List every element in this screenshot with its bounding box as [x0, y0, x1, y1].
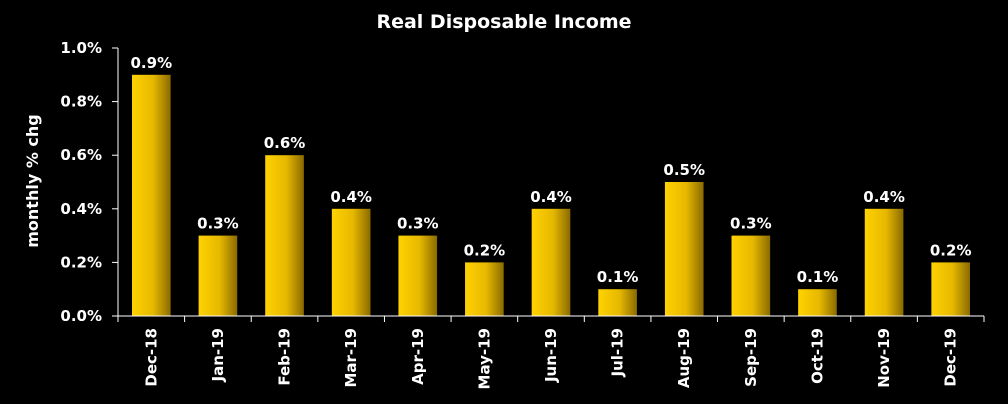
x-tick-label: Mar-19 — [342, 328, 360, 388]
bar — [398, 235, 438, 316]
data-label: 0.1% — [797, 268, 839, 286]
bar — [531, 208, 571, 316]
y-tick-label: 0.4% — [60, 200, 102, 218]
x-tick-label: Feb-19 — [276, 328, 294, 386]
bar — [798, 289, 837, 316]
data-labels: 0.9% 0.3% 0.6% 0.4% 0.3% 0.2% 0.4% 0.1% 0.5% 0.3%… — [131, 54, 972, 286]
chart-title: Real Disposable Income — [376, 11, 631, 33]
bar — [131, 74, 171, 316]
data-label: 0.4% — [863, 188, 905, 206]
data-label: 0.3% — [197, 215, 239, 233]
data-label: 0.5% — [663, 161, 705, 179]
x-tick-label: Dec-19 — [942, 328, 960, 387]
data-label: 0.2% — [930, 241, 972, 259]
y-tick-label: 0.6% — [60, 146, 102, 164]
x-tick-label: Sep-19 — [742, 328, 760, 387]
y-axis: 0.0% 0.2% 0.4% 0.6% 0.8% 1.0% — [60, 39, 119, 325]
data-label: 0.4% — [530, 188, 572, 206]
bars — [131, 74, 971, 316]
x-tick-label: Jan-19 — [209, 328, 227, 382]
data-label: 0.1% — [597, 268, 639, 286]
y-axis-label: monthly % chg — [23, 114, 42, 248]
data-label: 0.3% — [730, 215, 772, 233]
data-label: 0.2% — [464, 241, 506, 259]
data-label: 0.9% — [131, 54, 173, 72]
data-label: 0.4% — [330, 188, 372, 206]
bar — [598, 289, 637, 316]
y-tick-label: 1.0% — [60, 39, 102, 57]
x-tick-label: May-19 — [475, 328, 493, 389]
x-tick-label: Aug-19 — [675, 328, 693, 388]
x-tick-label: Jun-19 — [542, 328, 560, 383]
data-label: 0.6% — [264, 134, 306, 152]
bar — [864, 208, 904, 316]
x-tick-label: Dec-18 — [142, 328, 160, 387]
x-tick-label: Apr-19 — [409, 328, 427, 385]
x-tick-label: Jul-19 — [609, 328, 627, 378]
x-tick-label: Nov-19 — [875, 328, 893, 388]
bar — [931, 262, 971, 316]
y-tick-label: 0.2% — [60, 253, 102, 271]
bar — [265, 155, 304, 316]
bar — [465, 262, 504, 316]
x-tick-label: Oct-19 — [808, 328, 826, 384]
x-axis: Dec-18 Jan-19 Feb-19 Mar-19 Apr-19 May-19 Jun-… — [117, 315, 985, 389]
bar — [331, 208, 371, 316]
y-tick-label: 0.8% — [60, 93, 102, 111]
bar — [731, 235, 771, 316]
bar — [198, 235, 238, 316]
data-label: 0.3% — [397, 215, 439, 233]
bar — [664, 182, 704, 316]
y-tick-label: 0.0% — [60, 307, 102, 325]
